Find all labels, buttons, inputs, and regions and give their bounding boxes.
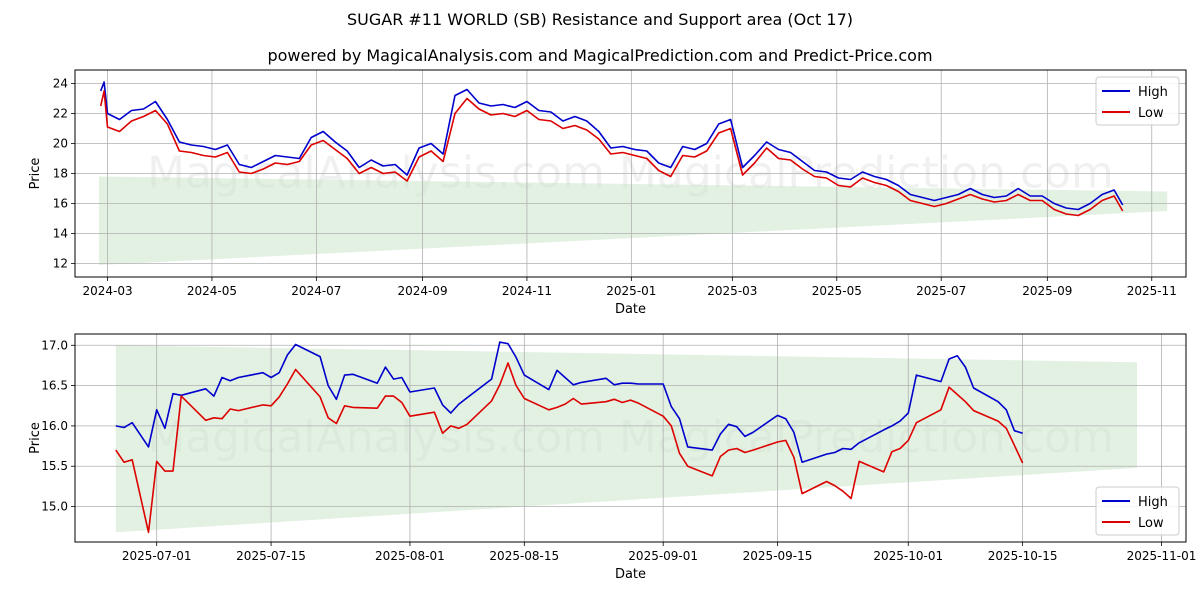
y-tick-label: 18 (53, 167, 68, 181)
x-tick-label: 2024-03 (82, 284, 132, 298)
x-tick-label: 2025-11-01 (1127, 549, 1197, 563)
x-tick-label: 2025-10-01 (873, 549, 943, 563)
x-tick-label: 2024-09 (397, 284, 447, 298)
y-tick-label: 16.0 (41, 419, 68, 433)
y-tick-label: 20 (53, 137, 68, 151)
y-tick-label: 22 (53, 107, 68, 121)
y-tick-label: 15.5 (41, 459, 68, 473)
x-tick-label: 2025-05 (812, 284, 862, 298)
legend: High Low (1095, 76, 1180, 126)
x-tick-label: 2025-08-01 (375, 549, 445, 563)
plot-frame (74, 69, 1187, 278)
x-tick-label: 2025-11 (1127, 284, 1177, 298)
y-tick-label: 15.0 (41, 500, 68, 514)
chart-panel-1: MagicalAnalysis.com MagicalPrediction.co… (28, 69, 1187, 317)
chart-title: SUGAR #11 WORLD (SB) Resistance and Supp… (346, 10, 853, 29)
series-line-low (115, 362, 1024, 534)
x-tick-label: 2025-07-15 (236, 549, 306, 563)
x-tick-label: 2025-07 (916, 284, 966, 298)
legend-label: Low (1138, 516, 1164, 531)
y-tick-label: 16.5 (41, 379, 68, 393)
x-tick-label: 2025-09 (1022, 284, 1072, 298)
resistance-support-band (98, 176, 1168, 265)
series-line-low (99, 90, 1124, 217)
y-tick-label: 12 (53, 257, 68, 271)
legend-label: Low (1138, 106, 1164, 121)
x-tick-label: 2025-10-15 (988, 549, 1058, 563)
x-tick-label: 2024-11 (502, 284, 552, 298)
legend-label: High (1138, 495, 1168, 510)
resistance-support-band (115, 345, 1137, 533)
y-tick-label: 17.0 (41, 338, 68, 352)
y-axis-label: Price (28, 158, 43, 190)
y-tick-label: 16 (53, 197, 68, 211)
series-line-high (99, 81, 1124, 211)
x-axis-label: Date (615, 302, 646, 317)
x-tick-label: 2025-09-01 (628, 549, 698, 563)
y-tick-label: 24 (53, 77, 68, 91)
x-axis-label: Date (615, 567, 646, 582)
x-tick-label: 2025-01 (606, 284, 656, 298)
y-tick-label: 14 (53, 227, 68, 241)
x-tick-label: 2024-05 (187, 284, 237, 298)
chart-subtitle: powered by MagicalAnalysis.com and Magic… (267, 46, 933, 65)
x-tick-label: 2024-07 (291, 284, 341, 298)
x-tick-label: 2025-08-15 (489, 549, 559, 563)
series-line-high (115, 341, 1023, 464)
legend-label: High (1138, 85, 1168, 100)
plot-frame (74, 333, 1187, 543)
x-tick-label: 2025-09-15 (743, 549, 813, 563)
legend: High Low (1095, 486, 1180, 536)
y-axis-label: Price (28, 422, 43, 454)
x-tick-label: 2025-07-01 (122, 549, 192, 563)
x-tick-label: 2025-03 (707, 284, 757, 298)
chart-panel-2: MagicalAnalysis.com MagicalPrediction.co… (28, 333, 1197, 582)
